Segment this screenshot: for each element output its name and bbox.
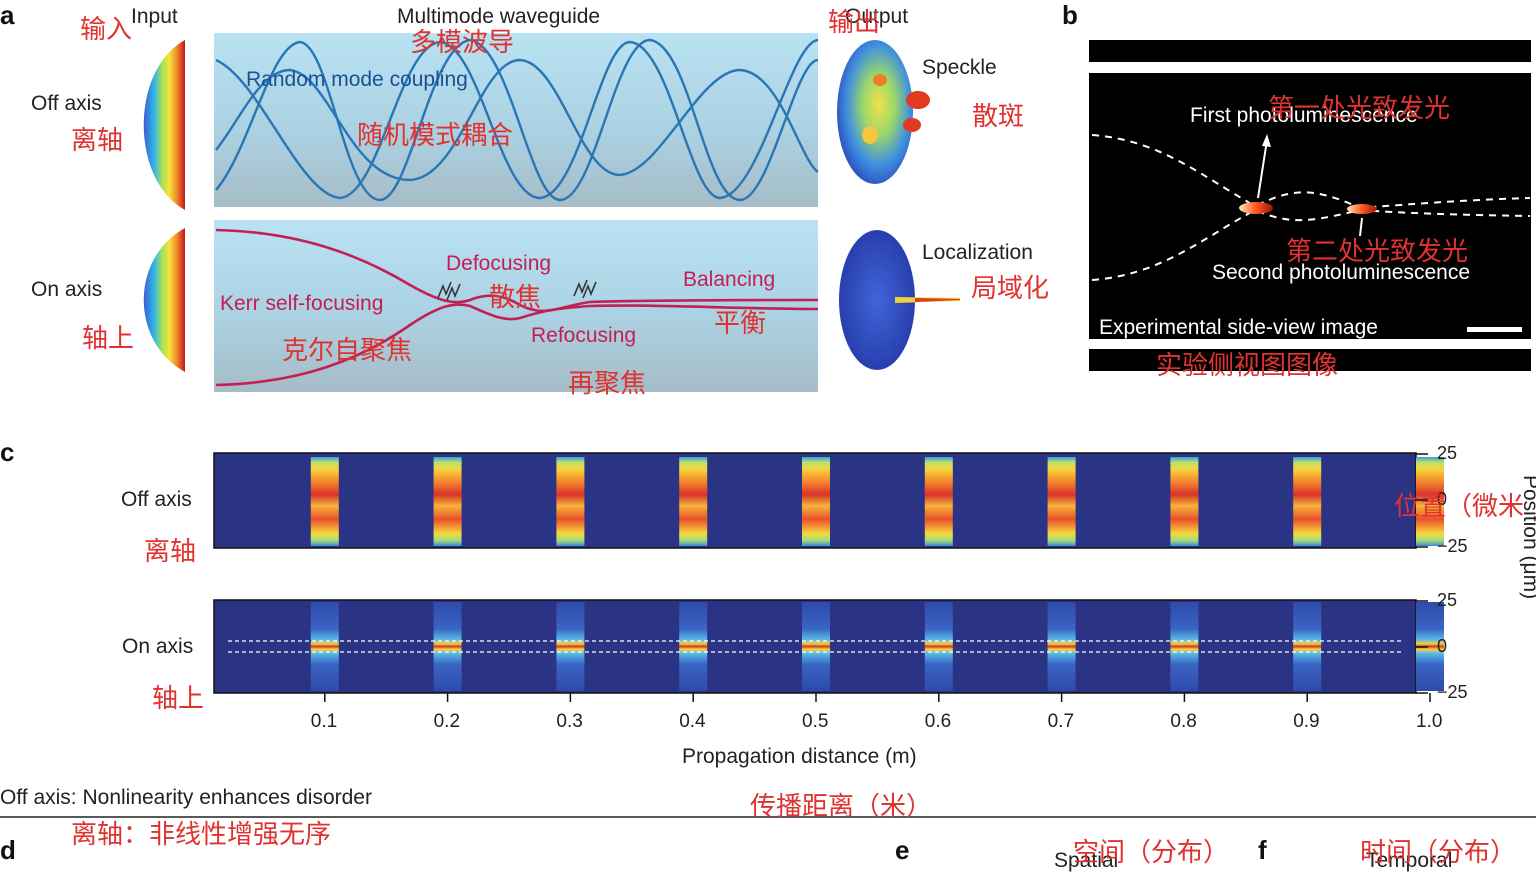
second-pl-spot <box>1347 204 1377 214</box>
localization-label: Localization <box>922 241 1033 264</box>
x-axis-label-cn: 传播距离（米） <box>750 791 933 821</box>
spatial-label-cn: 空间（分布） <box>1073 837 1230 867</box>
waveguide-boundaries <box>1091 134 1531 281</box>
on-axis-stripe-0.9 <box>1293 602 1322 691</box>
pulse-marks <box>437 279 597 301</box>
x-tick-label: 1.0 <box>1416 711 1443 732</box>
x-tick-label: 0.4 <box>679 711 706 732</box>
speckle-label: Speckle <box>922 56 997 79</box>
waveguide-title-cn: 多模波导 <box>410 27 515 57</box>
image-strip-top <box>1089 40 1531 62</box>
off-axis-stripe-0.1 <box>310 457 339 546</box>
defocusing-label-cn: 散焦 <box>489 282 542 312</box>
off-axis-stripe-0.9 <box>1293 457 1322 546</box>
second-pl-label-cn: 第二处光致发光 <box>1286 236 1469 266</box>
output-label: Output <box>845 5 909 28</box>
temporal-label-cn: 时间（分布） <box>1360 837 1517 867</box>
x-tick-label: 0.1 <box>310 711 338 732</box>
random-mode-label: Random mode coupling <box>246 68 468 91</box>
y-tick-label: 25 <box>1437 443 1458 463</box>
on-axis-stripe-0.5 <box>802 602 830 691</box>
on-axis-stripe-0.1 <box>310 602 339 691</box>
first-pl-spot <box>1239 202 1273 214</box>
first-pl-label: First photoluminescence <box>1190 104 1418 127</box>
speckle-label-cn: 散斑 <box>972 101 1025 131</box>
panel-letter-f: f <box>1258 835 1267 865</box>
scale-bar <box>1467 327 1522 332</box>
off-axis-note-cn: 离轴：非线性增强无序 <box>71 819 332 849</box>
x-axis-label: Propagation distance (m) <box>682 745 917 768</box>
side-view-image <box>1089 73 1531 339</box>
defocusing-label: Defocusing <box>446 252 552 275</box>
random-mode-label-cn: 随机模式耦合 <box>357 120 514 150</box>
input-label: Input <box>131 5 178 28</box>
on-axis-stripe-0.6 <box>924 602 953 691</box>
waveguide-title: Multimode waveguide <box>397 5 601 28</box>
on-axis-stripe-0.8 <box>1170 602 1199 691</box>
x-tick-label: 0.2 <box>433 711 461 732</box>
off-axis-stripe-1.0 <box>1416 457 1444 546</box>
on-axis-stripe-0.2 <box>433 602 462 691</box>
on-axis-label-cn: 轴上 <box>82 323 135 353</box>
off-axis-stripe-0.4 <box>679 457 708 546</box>
y-tick-label: −25 <box>1437 682 1468 702</box>
output-label-cn: 输出 <box>828 7 881 37</box>
input-beam-off-axis <box>143 40 185 210</box>
off-axis-note: Off axis: Nonlinearity enhances disorder <box>0 786 372 809</box>
y-tick-label: 25 <box>1437 590 1458 610</box>
off-axis-stripe-0.3 <box>556 457 585 546</box>
side-view-caption: Experimental side-view image <box>1099 316 1378 339</box>
panel-letter-d: d <box>0 835 16 865</box>
off-axis-stripe-0.7 <box>1047 457 1076 546</box>
on-axis-stripe-0.4 <box>679 602 708 691</box>
balancing-label-cn: 平衡 <box>714 308 767 338</box>
kerr-focusing-curves <box>215 228 819 387</box>
panel-letter-e: e <box>895 835 910 865</box>
on-axis-stripe-0.7 <box>1047 602 1076 691</box>
y-tick-marks <box>1416 453 1428 694</box>
side-view-caption-cn: 实验侧视图图像 <box>1156 350 1339 380</box>
first-pl-label-cn: 第一处光致发光 <box>1268 93 1451 123</box>
x-tick-label: 0.8 <box>1170 711 1197 732</box>
localization-output <box>839 230 915 370</box>
x-tick-label: 0.5 <box>802 711 829 732</box>
refocusing-label: Refocusing <box>531 324 637 347</box>
y-tick-label: 0 <box>1437 636 1448 656</box>
x-tick-label: 0.9 <box>1293 711 1320 732</box>
speckle-output <box>837 40 913 184</box>
x-tick-label: 0.6 <box>924 711 952 732</box>
input-beam-on-axis <box>143 228 185 372</box>
kerr-label: Kerr self-focusing <box>220 292 384 315</box>
speckle-hotspots <box>862 74 930 144</box>
on-axis-label: On axis <box>31 278 103 301</box>
panel-letter-a: a <box>0 0 15 30</box>
localization-label-cn: 局域化 <box>971 273 1050 303</box>
refocusing-label-cn: 再聚焦 <box>568 368 647 398</box>
heatmap-on-axis-label: On axis <box>122 635 194 658</box>
off-axis-label-cn: 离轴 <box>71 125 124 155</box>
off-axis-stripe-0.2 <box>433 457 462 546</box>
random-mode-curves <box>215 38 819 202</box>
panel-letter-c: c <box>0 437 15 467</box>
y-tick-label: 0 <box>1437 489 1448 509</box>
input-label-cn: 输入 <box>80 14 133 44</box>
heatmap-off-axis-label-cn: 离轴 <box>144 536 197 566</box>
on-axis-stripe-0.3 <box>556 602 585 691</box>
panel-letter-b: b <box>1062 0 1078 30</box>
y-axis-label-cn: 位置（微米 <box>1394 491 1525 521</box>
x-tick-label: 0.7 <box>1047 711 1075 732</box>
off-axis-stripe-0.8 <box>1170 457 1199 546</box>
balancing-label: Balancing <box>683 268 776 291</box>
image-strip-bottom <box>1089 349 1531 371</box>
heatmap-on-axis-label-cn: 轴上 <box>152 683 205 713</box>
y-tick-label: −25 <box>1437 536 1468 556</box>
kerr-label-cn: 克尔自聚焦 <box>282 335 413 365</box>
off-axis-label: Off axis <box>31 92 102 115</box>
second-pl-label: Second photoluminescence <box>1212 261 1471 284</box>
off-axis-stripe-0.5 <box>802 457 830 546</box>
off-axis-stripe-0.6 <box>924 457 953 546</box>
x-tick-label: 0.3 <box>556 711 583 732</box>
heatmap-off-axis-label: Off axis <box>121 488 192 511</box>
